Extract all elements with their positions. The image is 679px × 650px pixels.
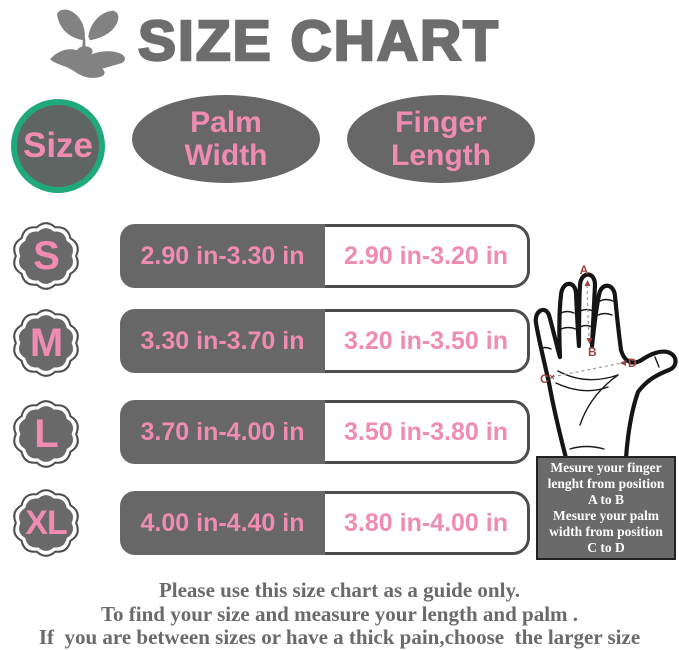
finger-length-line1: Finger — [395, 106, 487, 139]
logo-right-leaf — [88, 10, 119, 41]
table-row-m: 3.30 in-3.70 in 3.20 in-3.50 in — [120, 309, 530, 373]
logo-left-leaf — [57, 9, 85, 41]
finger-length-value-l: 3.50 in-3.80 in — [325, 400, 530, 464]
measure-line-c-d — [551, 362, 623, 378]
logo-stem — [81, 36, 86, 49]
palm-width-line1: Palm — [190, 106, 262, 139]
note-line: Mesure your palm — [553, 508, 659, 523]
size-badge-l-label: L — [34, 411, 58, 456]
point-label-c: C — [540, 372, 549, 386]
size-badge-m: M — [9, 306, 83, 380]
finger-length-line2: Length — [391, 139, 491, 172]
size-badge-s: S — [9, 219, 83, 293]
measurement-arrows — [549, 280, 626, 380]
note-line: A to B — [587, 492, 624, 507]
footer-line-2: To find your size and measure your lengt… — [100, 601, 579, 626]
hand-crease-lines — [539, 298, 660, 450]
table-row-l: 3.70 in-4.00 in 3.50 in-3.80 in — [120, 400, 530, 464]
size-column-header: Size — [11, 99, 105, 193]
palm-width-value-xl: 4.00 in-4.40 in — [120, 491, 325, 555]
note-line: lenght from position — [547, 476, 665, 491]
plant-in-hand-logo-icon — [50, 9, 125, 78]
palm-width-column-header: Palm Width — [132, 95, 320, 183]
size-badge-s-label: S — [33, 233, 60, 278]
size-badge-xl-label: XL — [25, 503, 67, 542]
measurement-note-box: Mesure your finger lenght from position … — [536, 456, 676, 560]
palm-width-value-l: 3.70 in-4.00 in — [120, 400, 325, 464]
scalloped-badge-icon — [13, 309, 79, 377]
page-title: SIZE CHART — [137, 8, 500, 75]
hand-measurement-diagram: A B C D — [533, 263, 678, 458]
table-row-s: 2.90 in-3.30 in 2.90 in-3.20 in — [120, 224, 530, 288]
palm-width-value-s: 2.90 in-3.30 in — [120, 224, 325, 288]
finger-length-value-s: 2.90 in-3.20 in — [325, 224, 530, 288]
point-label-b: B — [588, 345, 597, 359]
scalloped-badge-icon — [13, 489, 79, 557]
note-line: Mesure your finger — [550, 460, 662, 475]
palm-width-value-m: 3.30 in-3.70 in — [120, 309, 325, 373]
note-line: width from position — [549, 524, 663, 539]
measure-line-a-b — [586, 284, 590, 340]
scalloped-badge-icon — [13, 400, 79, 468]
point-label-d: D — [628, 356, 637, 370]
table-row-xl: 4.00 in-4.40 in 3.80 in-4.00 in — [120, 491, 530, 555]
hand-outline — [533, 272, 678, 458]
size-badge-m-label: M — [29, 320, 63, 365]
finger-length-value-xl: 3.80 in-4.00 in — [325, 491, 530, 555]
logo-hand — [50, 49, 125, 78]
footer-disclaimer: Please use this size chart as a guide on… — [0, 578, 679, 650]
finger-length-column-header: Finger Length — [347, 95, 535, 183]
size-column-header-label: Size — [22, 126, 94, 165]
note-line: C to D — [587, 540, 625, 555]
palm-width-line2: Width — [184, 139, 268, 172]
footer-line-1: Please use this size chart as a guide on… — [158, 578, 521, 602]
point-label-a: A — [580, 263, 589, 277]
size-badge-xl: XL — [9, 486, 83, 560]
footer-line-3: If you are between sizes or have a thick… — [38, 625, 641, 649]
size-badge-l: L — [9, 397, 83, 471]
scalloped-badge-icon — [13, 222, 79, 290]
finger-length-value-m: 3.20 in-3.50 in — [325, 309, 530, 373]
